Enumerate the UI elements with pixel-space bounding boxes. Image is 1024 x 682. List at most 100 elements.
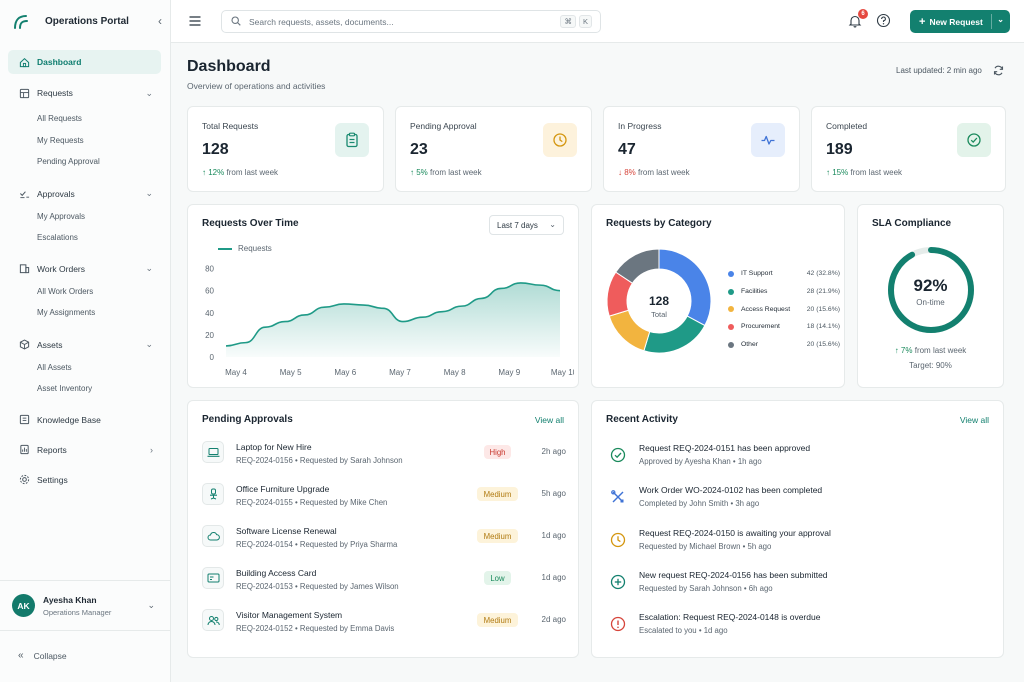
sidebar-item-dashboard[interactable]: Dashboard	[8, 50, 161, 74]
sidebar-item-approvals[interactable]: Approvals ⌄	[8, 182, 161, 206]
donut-slice[interactable]	[643, 315, 706, 354]
donut-total-label: Total	[651, 310, 667, 319]
activity-meta: Requested by Sarah Johnson • 6h ago	[639, 584, 773, 593]
view-all-link[interactable]: View all	[534, 415, 564, 425]
search-input[interactable]: Search requests, assets, documents... ⌘ …	[221, 10, 601, 33]
legend-item: Facilities 28 (21.9%)	[728, 283, 840, 301]
approval-row[interactable]: Building Access Card REQ-2024-0153 • Req…	[202, 563, 566, 605]
page-title: Dashboard	[187, 58, 271, 75]
chevron-down-icon: ⌄	[145, 263, 153, 273]
stat-label: Pending Approval	[410, 121, 477, 131]
request-id: REQ-2024-0156	[236, 456, 293, 465]
y-tick-label: 0	[210, 353, 215, 362]
activity-title: Request REQ-2024-0151 has been approved	[639, 443, 811, 453]
sidebar-item-reports[interactable]: Reports ›	[8, 438, 161, 462]
y-tick-label: 80	[205, 265, 214, 274]
arrow-up-icon: ↑	[202, 168, 206, 177]
activity-time: 3h ago	[735, 499, 760, 508]
stat-card-total-requests[interactable]: Total Requests 128 ↑ 12% from last week	[187, 106, 384, 192]
sidebar-item-label: Assets	[37, 339, 63, 350]
chevron-left-icon[interactable]: ‹	[158, 14, 162, 28]
approval-time: 2h ago	[541, 447, 566, 456]
date-range-select[interactable]: Last 7 days ⌄	[489, 215, 564, 235]
alert-circle-icon	[610, 616, 626, 632]
legend-value: 28 (21.9%)	[806, 288, 840, 296]
sla-target: Target: 90%	[909, 361, 952, 370]
card-title: Recent Activity	[606, 414, 678, 425]
sidebar-subitem-all-work-orders[interactable]: All Work Orders	[37, 286, 94, 296]
category-donut-chart	[606, 248, 712, 354]
sidebar-subitem-asset-inventory[interactable]: Asset Inventory	[37, 384, 93, 394]
activity-time: 5h ago	[747, 542, 772, 551]
sidebar-subitem-my-approvals[interactable]: My Approvals	[37, 211, 86, 221]
sidebar-item-work-orders[interactable]: Work Orders ⌄	[8, 257, 161, 281]
collapse-button[interactable]: « Collapse	[0, 630, 171, 680]
chart-legend: Requests	[218, 244, 272, 253]
chevron-down-icon[interactable]: ⌄	[997, 15, 1004, 24]
approval-row[interactable]: Laptop for New Hire REQ-2024-0156 • Requ…	[202, 437, 566, 479]
chevron-down-icon: ⌄	[145, 188, 153, 198]
legend-label: Access Request	[741, 305, 791, 313]
app-name: Operations Portal	[45, 15, 129, 27]
date-range-value: Last 7 days	[497, 220, 538, 230]
refresh-icon[interactable]	[993, 65, 1004, 76]
approval-row[interactable]: Office Furniture Upgrade REQ-2024-0155 •…	[202, 479, 566, 521]
approval-time: 1d ago	[541, 573, 566, 582]
activity-row[interactable]: Request REQ-2024-0151 has been approved …	[610, 441, 990, 483]
legend-swatch	[728, 270, 734, 277]
sidebar-item-settings[interactable]: Settings	[8, 468, 161, 492]
approval-row[interactable]: Visitor Management System REQ-2024-0152 …	[202, 605, 566, 647]
topbar: Search requests, assets, documents... ⌘ …	[171, 0, 1024, 43]
activity-row[interactable]: New request REQ-2024-0156 has been submi…	[610, 568, 990, 610]
activity-row[interactable]: Request REQ-2024-0150 is awaiting your a…	[610, 526, 990, 568]
request-id: REQ-2024-0155	[236, 498, 293, 507]
user-menu[interactable]: AK Ayesha Khan Operations Manager ⌄	[0, 580, 171, 630]
sidebar-subitem-my-assignments[interactable]: My Assignments	[37, 308, 96, 318]
activity-row[interactable]: Work Order WO-2024-0102 has been complet…	[610, 483, 990, 525]
stat-card-pending-approval[interactable]: Pending Approval 23 ↑ 5% from last week	[395, 106, 592, 192]
stat-delta: ↓ 8% from last week	[618, 168, 690, 177]
stat-value: 189	[826, 141, 853, 158]
bell-icon[interactable]	[848, 14, 862, 28]
approval-row[interactable]: Software License Renewal REQ-2024-0154 •…	[202, 521, 566, 563]
sidebar-item-requests[interactable]: Requests ⌄	[8, 81, 161, 105]
logo-icon	[12, 11, 32, 31]
sidebar-subitem-pending-approval[interactable]: Pending Approval	[37, 157, 100, 167]
arrow-up-icon: ↑	[894, 346, 899, 355]
cloud-icon	[202, 525, 224, 547]
menu-icon[interactable]	[189, 15, 201, 27]
approval-time: 5h ago	[541, 489, 566, 498]
requested-by: Requested by Mike Chen	[299, 498, 388, 507]
stat-delta-text: from last week	[850, 168, 903, 177]
sidebar-item-label: Dashboard	[37, 57, 82, 67]
priority-badge: Medium	[477, 613, 518, 627]
view-all-link[interactable]: View all	[959, 415, 989, 425]
legend-value: 20 (15.6%)	[806, 305, 840, 313]
home-icon	[18, 56, 30, 68]
activity-row[interactable]: Escalation: Request REQ-2024-0148 is ove…	[610, 610, 990, 652]
sidebar-item-knowledge-base[interactable]: Knowledge Base	[8, 408, 161, 432]
sla-label: On-time	[916, 298, 945, 307]
activity-meta: Approved by Ayesha Khan • 1h ago	[639, 457, 762, 466]
sidebar-subitem-all-requests[interactable]: All Requests	[37, 114, 82, 124]
activity-who: Approved by Ayesha Khan	[639, 457, 731, 466]
requests-over-time-card: Requests Over Time Last 7 days ⌄ Request…	[187, 204, 579, 388]
approval-meta: REQ-2024-0155 • Requested by Mike Chen	[236, 498, 388, 507]
stat-card-completed[interactable]: Completed 189 ↑ 15% from last week	[811, 106, 1006, 192]
clock-icon	[543, 123, 577, 157]
stat-delta: ↑ 12% from last week	[202, 168, 278, 177]
approval-time: 2d ago	[541, 615, 566, 624]
stat-card-in-progress[interactable]: In Progress 47 ↓ 8% from last week	[603, 106, 800, 192]
search-shortcut: ⌘ K	[560, 15, 592, 28]
help-icon[interactable]	[876, 13, 891, 28]
sidebar-item-label: Requests	[37, 88, 73, 98]
new-request-button[interactable]: + New Request ⌄	[910, 10, 1010, 33]
x-tick-label: May 10	[551, 368, 574, 377]
sidebar-item-assets[interactable]: Assets ⌄	[8, 333, 161, 357]
sidebar-subitem-all-assets[interactable]: All Assets	[37, 362, 72, 372]
sidebar-subitem-escalations[interactable]: Escalations	[37, 233, 78, 243]
sidebar-subitem-my-requests[interactable]: My Requests	[37, 135, 84, 145]
clipboard-icon	[335, 123, 369, 157]
request-id: REQ-2024-0153	[236, 582, 293, 591]
donut-slice[interactable]	[615, 248, 660, 284]
